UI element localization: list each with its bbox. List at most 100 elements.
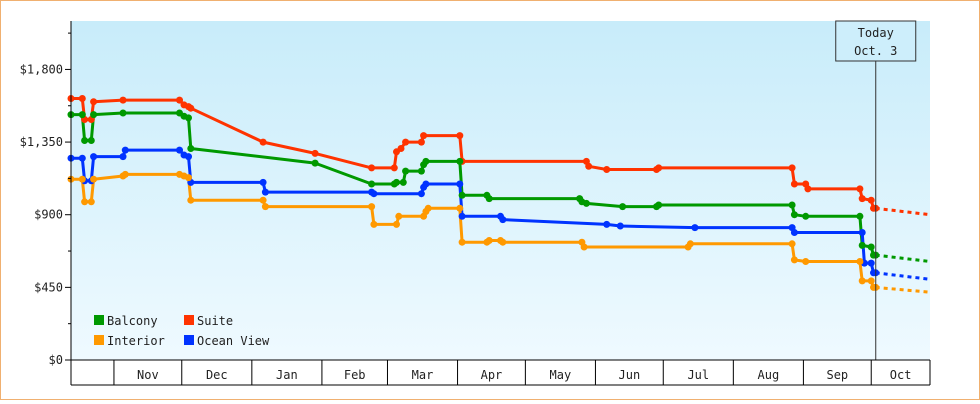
data-point: [422, 180, 430, 188]
data-point: [119, 153, 127, 161]
data-point: [370, 220, 378, 228]
data-point: [176, 96, 183, 104]
x-tick-label: Oct: [890, 368, 912, 382]
data-point: [499, 216, 507, 224]
data-point: [417, 138, 425, 146]
data-point: [399, 178, 407, 186]
data-point: [78, 154, 86, 162]
data-point: [686, 240, 694, 248]
data-point: [580, 243, 588, 251]
data-point: [370, 190, 378, 198]
data-point: [90, 153, 98, 161]
data-point: [603, 220, 611, 228]
data-point: [368, 203, 376, 211]
data-point: [78, 95, 86, 102]
data-point: [261, 188, 269, 196]
data-point: [867, 196, 875, 204]
data-point: [393, 220, 400, 228]
data-point: [119, 109, 127, 117]
x-tick-label: Apr: [481, 368, 503, 382]
data-point: [655, 164, 663, 172]
data-point: [790, 180, 798, 188]
data-point: [187, 104, 195, 112]
today-box: [835, 20, 917, 62]
data-point: [311, 159, 319, 167]
x-tick-label: Mar: [412, 368, 434, 382]
data-point: [119, 96, 127, 104]
data-point: [456, 132, 464, 140]
data-point: [87, 137, 95, 144]
data-point: [856, 212, 864, 220]
today-date: Oct. 3: [854, 44, 897, 58]
y-tick-label: $1,800: [20, 62, 63, 76]
data-point: [368, 180, 376, 188]
data-point: [655, 201, 663, 209]
data-point: [90, 175, 98, 183]
data-point: [187, 145, 195, 152]
data-point: [259, 178, 267, 186]
data-point: [397, 145, 405, 152]
data-point: [856, 258, 864, 265]
data-point: [78, 175, 86, 183]
data-point: [402, 167, 410, 175]
data-point: [458, 238, 466, 246]
x-tick-label: Dec: [206, 368, 228, 382]
data-point: [867, 259, 875, 267]
data-point: [867, 243, 875, 251]
series-forecast-line: [875, 271, 931, 281]
data-point: [78, 111, 86, 119]
data-point: [802, 212, 810, 220]
data-point: [858, 241, 866, 249]
legend-swatch: [94, 315, 104, 325]
data-point: [619, 203, 627, 211]
legend-swatch: [94, 335, 104, 345]
data-point: [456, 180, 464, 188]
x-tick-label: Jan: [276, 368, 298, 382]
data-point: [185, 153, 192, 161]
data-point: [458, 191, 466, 199]
series-forecast-line: [875, 253, 931, 263]
data-point: [616, 222, 624, 230]
data-point: [176, 146, 183, 154]
data-point: [390, 164, 398, 172]
data-point: [402, 138, 410, 146]
data-point: [867, 277, 875, 285]
plot-background: [71, 21, 930, 360]
data-point: [499, 238, 507, 246]
data-point: [121, 146, 129, 154]
x-tick-label: Aug: [758, 368, 780, 382]
data-point: [802, 258, 810, 265]
legend-label: Balcony: [107, 314, 158, 328]
data-point: [259, 138, 267, 146]
x-tick-label: May: [550, 368, 572, 382]
data-point: [485, 237, 493, 244]
data-point: [858, 229, 866, 236]
data-point: [603, 166, 611, 173]
data-point: [185, 174, 192, 182]
legend-swatch: [184, 335, 194, 345]
data-point: [187, 196, 195, 204]
data-point: [422, 157, 430, 165]
data-point: [858, 195, 866, 203]
y-tick-label: $1,350: [20, 135, 63, 149]
data-point: [393, 178, 400, 186]
data-point: [420, 132, 428, 140]
data-point: [856, 185, 864, 193]
data-point: [790, 256, 798, 264]
x-tick-label: Jul: [687, 368, 709, 382]
data-point: [788, 164, 796, 172]
data-point: [185, 114, 192, 122]
data-point: [582, 199, 590, 207]
data-point: [485, 195, 493, 203]
data-point: [81, 198, 89, 206]
data-point: [456, 204, 464, 212]
data-point: [788, 201, 796, 209]
data-point: [311, 149, 319, 157]
data-point: [81, 137, 89, 144]
legend-label: Suite: [197, 314, 233, 328]
y-tick-label: $0: [49, 353, 63, 367]
data-point: [804, 185, 812, 193]
data-point: [90, 98, 98, 106]
legend-label: Ocean View: [197, 334, 270, 348]
